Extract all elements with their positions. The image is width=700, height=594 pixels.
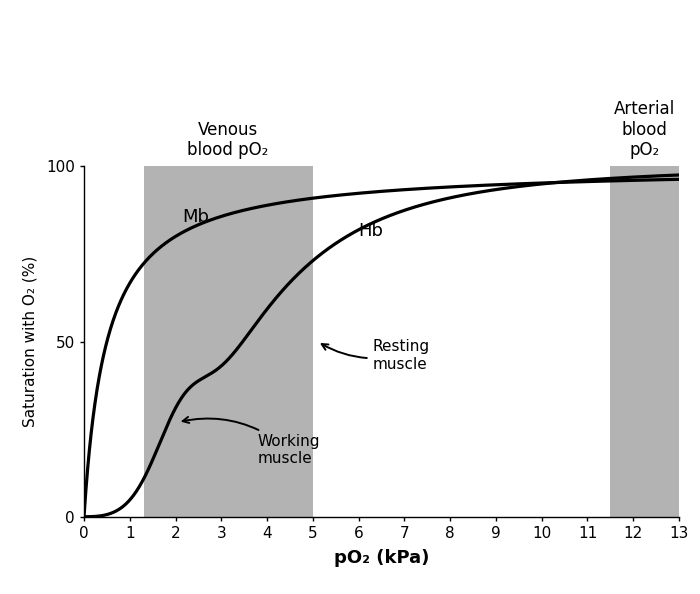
Text: Hb: Hb (358, 222, 384, 241)
Text: Working
muscle: Working muscle (183, 417, 321, 466)
Y-axis label: Saturation with O₂ (%): Saturation with O₂ (%) (23, 256, 38, 427)
Text: Venous
blood pO₂: Venous blood pO₂ (188, 121, 269, 159)
Text: Resting
muscle: Resting muscle (322, 339, 430, 372)
Bar (610, 166, 679, 517)
X-axis label: pO₂ (kPa): pO₂ (kPa) (334, 549, 429, 567)
Bar (144, 166, 313, 517)
Text: Arterial
blood
pO₂: Arterial blood pO₂ (614, 100, 676, 159)
Text: Mb: Mb (183, 208, 209, 226)
